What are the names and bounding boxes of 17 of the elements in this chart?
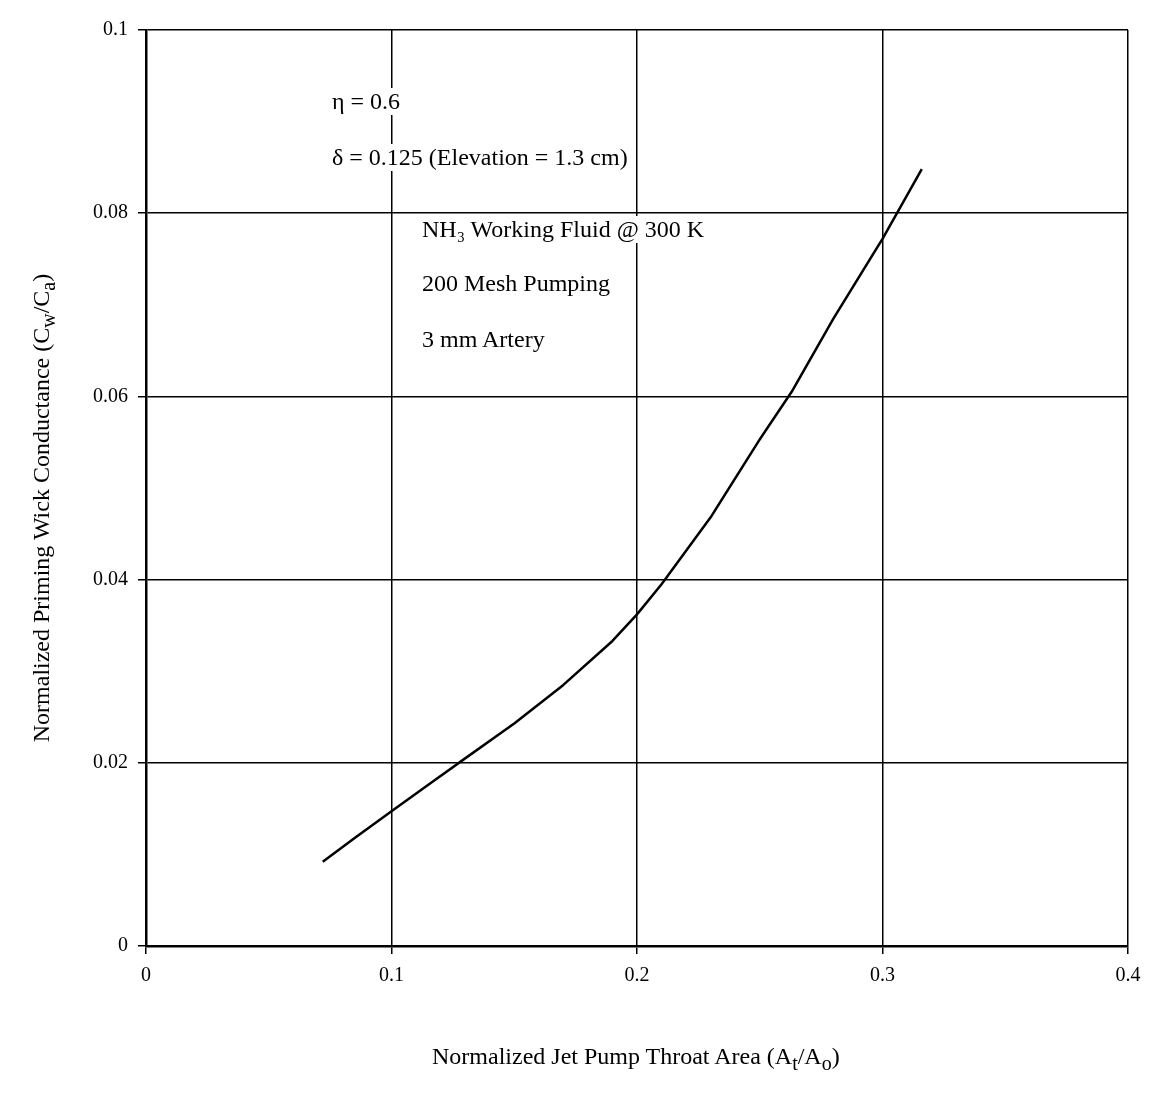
x-tick-label: 0.2: [624, 963, 650, 986]
annotation: NH₃ Working Fluid @ 300 K: [418, 216, 709, 243]
y-tick-label: 0: [118, 933, 128, 956]
y-tick-label: 0.04: [93, 566, 128, 589]
annotation: 200 Mesh Pumping: [418, 270, 615, 297]
y-tick-label: 0.1: [103, 17, 128, 40]
annotation: δ = 0.125 (Elevation = 1.3 cm): [328, 144, 632, 171]
annotation: η = 0.6: [328, 88, 405, 115]
y-tick-label: 0.02: [93, 750, 128, 773]
annotation: 3 mm Artery: [418, 326, 549, 353]
x-tick-label: 0: [141, 963, 151, 986]
x-tick-label: 0.3: [870, 963, 895, 986]
x-axis-title: Normalized Jet Pump Throat Area (A$_{t}$/A$_{o}$): [428, 1043, 844, 1075]
y-tick-label: 0.08: [93, 200, 128, 223]
x-tick-label: 0.1: [379, 963, 404, 986]
y-tick-label: 0.06: [93, 383, 128, 406]
x-tick-label: 0.4: [1115, 963, 1141, 986]
